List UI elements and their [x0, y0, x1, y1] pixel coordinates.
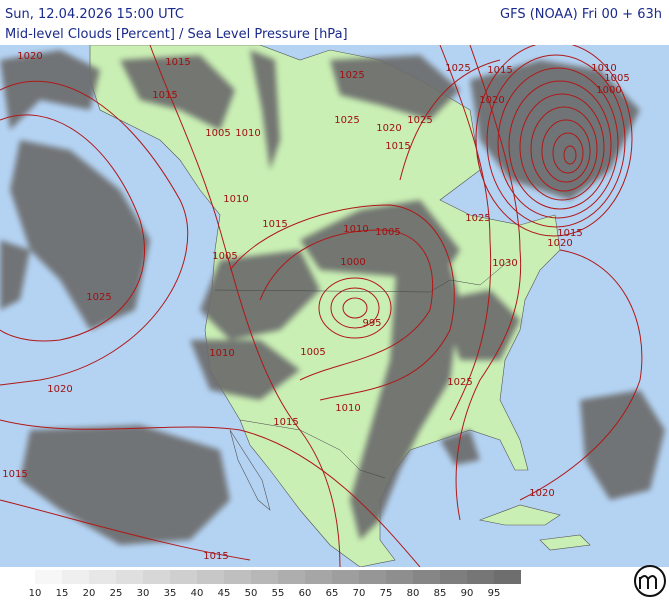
legend-swatch [386, 570, 413, 584]
isobar-label: 1015 [203, 551, 228, 562]
isobar-label: 1000 [596, 85, 621, 96]
legend-swatch [467, 570, 494, 584]
isobar-ring [519, 93, 605, 201]
legend-swatch [197, 570, 224, 584]
isobar-label: 1010 [223, 194, 248, 205]
isobar-ring [563, 145, 577, 165]
isobar-label: 1020 [547, 238, 572, 249]
low-pressure-rings [318, 45, 633, 339]
legend-label: 45 [218, 588, 231, 599]
datetime: Sun, 12.04.2026 15:00 UTC [5, 7, 184, 22]
isobar-label: 1025 [334, 115, 359, 126]
isobar-ring [530, 106, 598, 192]
legend-label: 90 [461, 588, 474, 599]
legend-label: 70 [353, 588, 366, 599]
legend-swatch [332, 570, 359, 584]
isobar-label: 1010 [335, 403, 360, 414]
isobar-label: 1030 [492, 258, 517, 269]
legend-label: 50 [245, 588, 258, 599]
isobar-label: 1005 [604, 73, 629, 84]
isobar-label: 1020 [376, 123, 401, 134]
isobar-label: 1010 [235, 128, 260, 139]
isobar-label: 1025 [447, 377, 472, 388]
isobar-label: 1020 [529, 488, 554, 499]
land [89, 45, 591, 567]
isobar-label: 1015 [487, 65, 512, 76]
legend-swatch [305, 570, 332, 584]
isobar-label: 1010 [591, 63, 616, 74]
isobar-label: 1015 [557, 228, 582, 239]
isobar-label: 1005 [212, 251, 237, 262]
legend-label: 25 [110, 588, 123, 599]
isobar-label: 1025 [407, 115, 432, 126]
legend-swatch [8, 570, 35, 584]
legend-label: 95 [488, 588, 501, 599]
legend-label: 65 [326, 588, 339, 599]
isobar-label: 1015 [165, 57, 190, 68]
legend-swatch [116, 570, 143, 584]
legend-swatch [359, 570, 386, 584]
legend-swatch [440, 570, 467, 584]
isobar-ring [541, 119, 591, 183]
isobar-ring [342, 297, 368, 319]
legend-label: 40 [191, 588, 204, 599]
legend-swatch [278, 570, 305, 584]
legend-swatch [143, 570, 170, 584]
isobar-label: 1025 [465, 213, 490, 224]
isobar-ring [475, 45, 633, 237]
legend: 10 15 20 25 30 35 40 45 50 55 60 65 70 75 80 85 90 95 [8, 570, 521, 599]
legend-label: 30 [137, 588, 150, 599]
isobar-label: 1025 [339, 70, 364, 81]
logo [634, 565, 666, 597]
legend-label: 20 [83, 588, 96, 599]
isobar-ring [330, 287, 380, 329]
legend-swatch [413, 570, 440, 584]
isobar-label: 1015 [262, 219, 287, 230]
isobar-label: 1000 [340, 257, 365, 268]
isobar-label: 1010 [343, 224, 368, 235]
isobar-label: 1015 [2, 469, 27, 480]
legend-label: 10 [29, 588, 42, 599]
isobar-ring [486, 54, 626, 228]
legend-label: 85 [434, 588, 447, 599]
isobar-label: 1005 [375, 227, 400, 238]
isobar-label: 1020 [17, 51, 42, 62]
legend-label: 55 [272, 588, 285, 599]
isobar-label: 1005 [300, 347, 325, 358]
borders [214, 259, 511, 479]
isobars [0, 45, 643, 567]
legend-swatch [170, 570, 197, 584]
isobar-label: 1025 [445, 63, 470, 74]
map-title: Mid-level Clouds [Percent] / Sea Level P… [5, 27, 348, 42]
legend-label: 15 [56, 588, 69, 599]
isobar-ring [552, 132, 584, 174]
legend-label: 75 [380, 588, 393, 599]
model-run: GFS (NOAA) Fri 00 + 63h [500, 7, 662, 22]
isobar-label: 1005 [205, 128, 230, 139]
isobar-ring [318, 277, 392, 339]
legend-swatch [89, 570, 116, 584]
isobar-label: 1015 [152, 90, 177, 101]
legend-swatch [251, 570, 278, 584]
legend-label: 35 [164, 588, 177, 599]
isobar-label: 995 [362, 318, 381, 329]
isobar-label: 1015 [273, 417, 298, 428]
legend-swatch [494, 570, 521, 584]
isobar-label: 1010 [209, 348, 234, 359]
legend-label: 60 [299, 588, 312, 599]
legend-swatch [62, 570, 89, 584]
isobar-ring [497, 67, 619, 219]
isobar-label: 1020 [47, 384, 72, 395]
isobar-label: 1015 [385, 141, 410, 152]
isobar-label: 1025 [86, 292, 111, 303]
isobar-ring [508, 80, 612, 210]
legend-swatch [224, 570, 251, 584]
isobar-label: 1020 [479, 95, 504, 106]
legend-label: 80 [407, 588, 420, 599]
legend-swatch [35, 570, 62, 584]
